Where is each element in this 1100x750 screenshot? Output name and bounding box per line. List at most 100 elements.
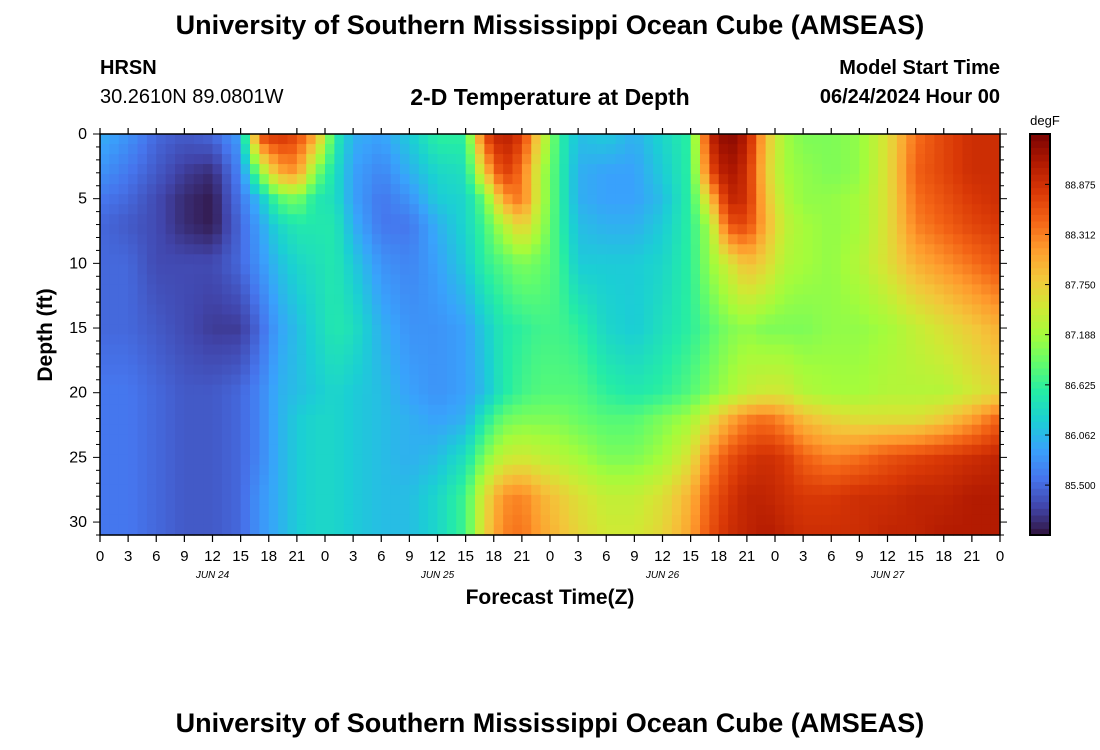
heatmap-cell — [850, 294, 860, 306]
heatmap-cell — [465, 424, 476, 436]
heatmap-cell — [137, 314, 148, 326]
colorbar-segment — [1030, 174, 1050, 182]
heatmap-cell — [803, 514, 814, 526]
heatmap-cell — [868, 314, 879, 326]
heatmap-cell — [765, 504, 776, 516]
heatmap-cell — [850, 274, 860, 285]
heatmap-cell — [325, 324, 335, 336]
heatmap-cell — [718, 414, 729, 426]
heatmap-cell — [859, 224, 870, 235]
heatmap-cell — [268, 234, 279, 245]
heatmap-cell — [700, 134, 710, 145]
heatmap-cell — [915, 494, 926, 506]
x-tick-label: 0 — [771, 548, 779, 565]
heatmap-cell — [840, 274, 851, 285]
heatmap-cell — [812, 254, 823, 265]
heatmap-cell — [287, 384, 298, 396]
heatmap-cell — [484, 294, 495, 306]
heatmap-cell — [175, 464, 185, 476]
heatmap-cell — [400, 484, 410, 496]
heatmap-cell — [681, 384, 692, 396]
heatmap-cell — [840, 514, 851, 526]
heatmap-cell — [934, 184, 945, 195]
heatmap-cell — [596, 174, 607, 185]
y-tick-label: 10 — [69, 255, 87, 272]
heatmap-cell — [240, 164, 251, 175]
heatmap-cell — [878, 284, 889, 295]
heatmap-cell — [465, 364, 476, 376]
heatmap-cell — [175, 354, 185, 366]
heatmap-cell — [240, 204, 251, 215]
heatmap-cell — [390, 294, 401, 306]
heatmap-cell — [962, 384, 973, 396]
heatmap-cell — [221, 214, 232, 225]
heatmap-cell — [231, 264, 242, 275]
heatmap-cell — [700, 324, 710, 336]
heatmap-cell — [381, 254, 392, 265]
heatmap-cell — [371, 254, 382, 265]
heatmap-cell — [531, 154, 542, 165]
heatmap-cell — [934, 404, 945, 416]
heatmap-cell — [521, 444, 532, 456]
heatmap-cell — [100, 454, 110, 466]
heatmap-cell — [756, 444, 767, 456]
heatmap-cell — [212, 264, 223, 275]
heatmap-cell — [390, 444, 401, 456]
heatmap-cell — [784, 294, 795, 306]
heatmap-cell — [587, 344, 598, 356]
heatmap-cell — [990, 224, 1001, 235]
heatmap-cell — [859, 344, 870, 356]
heatmap-cell — [287, 494, 298, 506]
heatmap-cell — [484, 404, 495, 416]
heatmap-cell — [671, 194, 682, 205]
x-tick-label: 6 — [377, 548, 385, 565]
heatmap-cell — [981, 394, 992, 406]
heatmap-cell — [428, 324, 439, 336]
heatmap-cell — [296, 394, 307, 406]
x-tick-label: 12 — [204, 548, 221, 565]
heatmap-cell — [137, 284, 148, 295]
heatmap-cell — [231, 424, 242, 436]
heatmap-cell — [953, 484, 964, 496]
heatmap-cell — [756, 264, 767, 275]
heatmap-cell — [859, 294, 870, 306]
heatmap-cell — [887, 264, 898, 275]
heatmap-cell — [812, 454, 823, 466]
heatmap-cell — [484, 364, 495, 376]
heatmap-cell — [587, 244, 598, 255]
heatmap-cell — [268, 394, 279, 406]
heatmap-cell — [915, 384, 926, 396]
heatmap-cell — [306, 264, 317, 275]
heatmap-cell — [475, 494, 485, 506]
heatmap-cell — [550, 334, 560, 346]
heatmap-cell — [296, 254, 307, 265]
heatmap-cell — [221, 354, 232, 366]
heatmap-cell — [175, 284, 185, 295]
heatmap-cell — [287, 484, 298, 496]
heatmap-cell — [859, 254, 870, 265]
heatmap-cell — [681, 344, 692, 356]
heatmap-cell — [446, 284, 457, 295]
heatmap-cell — [578, 154, 589, 165]
heatmap-cell — [212, 154, 223, 165]
heatmap-cell — [109, 184, 120, 195]
heatmap-cell — [578, 144, 589, 155]
heatmap-cell — [381, 524, 392, 536]
heatmap-cell — [943, 464, 954, 476]
heatmap-cell — [503, 474, 514, 486]
heatmap-cell — [596, 504, 607, 516]
heatmap-cell — [531, 274, 542, 285]
heatmap-cell — [371, 284, 382, 295]
heatmap-cell — [662, 154, 673, 165]
heatmap-cell — [578, 314, 589, 326]
heatmap-cell — [437, 364, 448, 376]
heatmap-cell — [109, 514, 120, 526]
heatmap-cell — [371, 394, 382, 406]
heatmap-cell — [765, 144, 776, 155]
heatmap-cell — [437, 444, 448, 456]
heatmap-cell — [671, 224, 682, 235]
heatmap-cell — [700, 504, 710, 516]
heatmap-cell — [221, 424, 232, 436]
heatmap-cell — [184, 414, 195, 426]
heatmap-cell — [896, 454, 907, 466]
